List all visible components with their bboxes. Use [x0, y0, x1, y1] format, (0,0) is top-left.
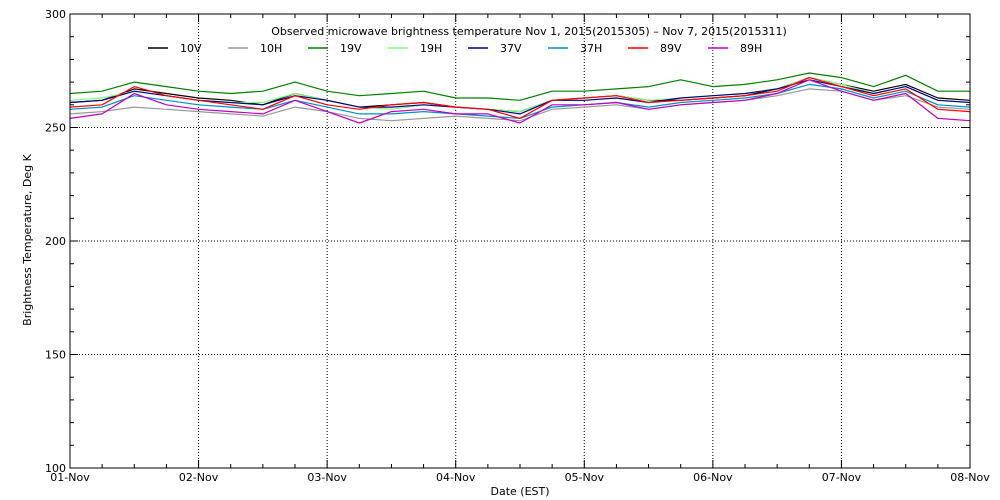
x-tick-label: 07-Nov [822, 471, 862, 484]
series-line-89v [69, 76, 971, 120]
x-tick-label: 05-Nov [565, 471, 605, 484]
series-line-37v [69, 79, 971, 115]
y-tick-label: 150 [45, 349, 66, 362]
series-line-19v [69, 72, 970, 101]
x-tick-label: 06-Nov [693, 471, 733, 484]
legend-label-19v: 19V [340, 42, 362, 55]
y-tick-label: 250 [45, 122, 66, 135]
y-tick-label: 100 [45, 462, 66, 475]
y-tick-label: 200 [45, 235, 66, 248]
legend: 10V 10H 19V 19H 37V 37H 89V 89H [148, 42, 762, 55]
legend-label-19h: 19H [420, 42, 442, 55]
legend-label-10h: 10H [260, 42, 282, 55]
axes: 01-Nov 02-Nov 03-Nov 04-Nov 05-Nov 06-Nov 07-N… [45, 8, 990, 484]
x-tick-label: 03-Nov [307, 471, 347, 484]
chart-title: Observed microwave brightness temperatur… [271, 25, 786, 38]
series-line-19h [69, 76, 971, 113]
x-tick-label: 01-Nov [50, 471, 90, 484]
x-axis-label: Date (EST) [490, 485, 549, 498]
y-axis-label: Brightness Temperature, Deg K [21, 153, 34, 325]
legend-label-37h: 37H [580, 42, 602, 55]
series-line-89h [69, 79, 971, 124]
legend-label-37v: 37V [500, 42, 522, 55]
y-tick-label: 300 [45, 8, 66, 21]
legend-label-10v: 10V [180, 42, 202, 55]
grid-lines [70, 14, 970, 468]
series-line-10h [69, 88, 971, 122]
x-tick-label: 02-Nov [179, 471, 219, 484]
legend-label-89v: 89V [660, 42, 682, 55]
legend-label-89h: 89H [740, 42, 762, 55]
x-tick-label: 04-Nov [436, 471, 476, 484]
x-tick-label: 08-Nov [950, 471, 990, 484]
series-lines [69, 72, 971, 124]
